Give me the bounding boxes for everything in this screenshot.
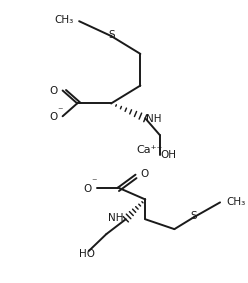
Text: O: O bbox=[84, 184, 92, 194]
Text: NH: NH bbox=[108, 213, 124, 223]
Text: OH: OH bbox=[160, 150, 177, 160]
Text: ⁻: ⁻ bbox=[57, 106, 62, 116]
Text: CH₃: CH₃ bbox=[54, 15, 73, 25]
Text: O: O bbox=[50, 85, 58, 95]
Text: S: S bbox=[108, 30, 115, 40]
Text: NH: NH bbox=[146, 114, 162, 124]
Text: CH₃: CH₃ bbox=[226, 198, 245, 207]
Text: Ca⁺⁺: Ca⁺⁺ bbox=[136, 145, 162, 155]
Text: ⁻: ⁻ bbox=[91, 178, 96, 188]
Text: HO: HO bbox=[79, 249, 95, 259]
Text: O: O bbox=[50, 112, 58, 122]
Text: O: O bbox=[140, 169, 148, 179]
Text: S: S bbox=[190, 211, 197, 221]
